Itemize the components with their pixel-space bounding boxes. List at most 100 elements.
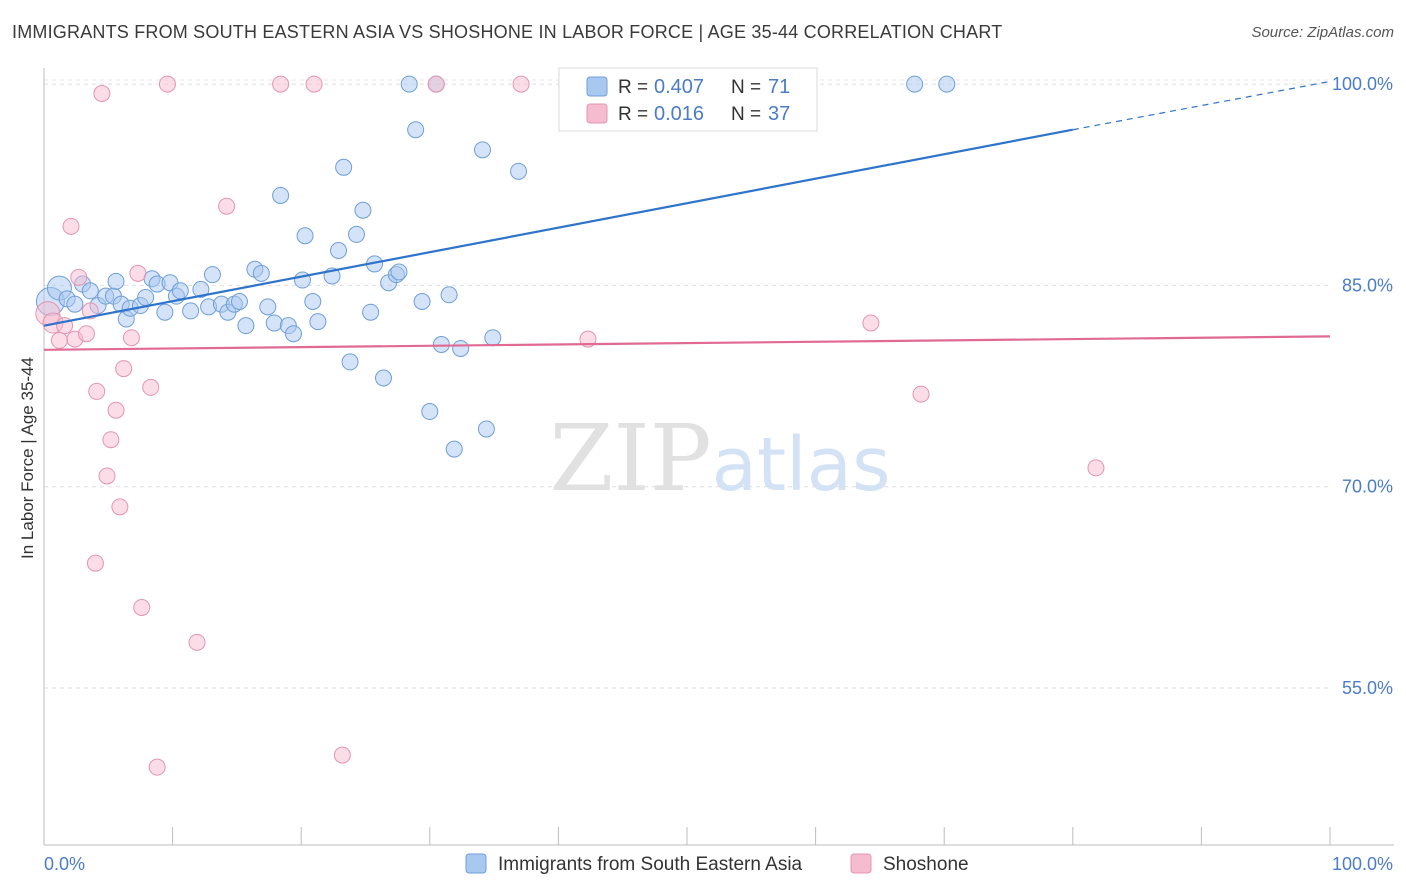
data-point [421,403,439,421]
data-point [62,217,80,235]
data-point [333,746,351,764]
data-point [102,431,120,449]
watermark-zip: ZIP [550,405,712,512]
legend-n-label: N = [731,104,761,125]
data-point [252,264,270,282]
watermark-atlas: atlas [712,422,891,508]
series-legend-swatch [850,853,872,874]
data-point [81,302,99,320]
data-point [107,401,125,419]
data-point [296,227,314,245]
data-point [142,378,160,396]
data-point [107,272,125,290]
series-blue-points [35,75,956,458]
data-point [390,263,408,281]
data-point [335,158,353,176]
data-point [98,467,116,485]
series-legend: Immigrants from South Eastern Asia Shosho… [465,853,969,875]
data-point [259,298,277,316]
data-point [111,498,129,516]
data-point [70,268,88,286]
legend-n-value: 37 [768,103,790,125]
data-point [1087,459,1105,477]
x-tick-label: 0.0% [44,854,85,874]
data-point [237,317,255,335]
data-point [272,186,290,204]
series-legend-label: Immigrants from South Eastern Asia [498,854,803,875]
data-point [115,360,133,378]
data-point [188,633,206,651]
data-point [862,314,880,332]
data-point [477,420,495,438]
data-point [182,302,200,320]
data-point [354,201,372,219]
y-tick-label: 100.0% [1332,74,1393,94]
data-point [272,75,290,93]
data-point [445,440,463,458]
data-point [77,325,95,343]
data-point [66,295,84,313]
data-point [129,264,147,282]
data-point [230,293,248,311]
data-point [347,225,365,243]
legend-n-value: 71 [768,76,790,98]
data-point [218,197,236,215]
data-point [427,75,445,93]
watermark: ZIPatlas [550,405,891,512]
data-point [265,314,283,332]
data-point [192,280,210,298]
series-legend-label: Shoshone [883,854,969,875]
data-point [133,598,151,616]
legend-r-value: 0.016 [654,103,704,125]
trend-line-extension [1072,80,1331,131]
legend-r-value: 0.407 [654,76,704,98]
data-point [512,75,530,93]
data-point [148,758,166,776]
data-point [407,121,425,139]
data-point [362,303,380,321]
series-pink-points [35,75,1105,776]
data-point [122,329,140,347]
data-point [88,382,106,400]
trend-line [43,335,1331,351]
series-legend-swatch [465,853,487,874]
data-point [156,303,174,321]
chart-source: Source: ZipAtlas.com [1251,24,1394,41]
data-point [309,313,327,331]
data-point [203,266,221,284]
data-point [474,141,492,159]
data-point [329,242,347,260]
data-point [171,282,189,300]
data-point [400,75,418,93]
x-tick-label: 100.0% [1332,854,1393,874]
data-point [440,286,458,304]
data-point [304,293,322,311]
trend-line [43,128,1074,327]
data-point [158,75,176,93]
data-point [484,329,502,347]
data-point [86,554,104,572]
data-point [375,369,393,387]
chart-title: IMMIGRANTS FROM SOUTH EASTERN ASIA VS SH… [12,22,1003,42]
legend-swatch [586,103,608,124]
legend-swatch [586,76,608,97]
data-point [284,325,302,343]
data-point [413,293,431,311]
data-point [432,335,450,353]
data-point [938,75,956,93]
data-point [93,84,111,102]
legend-r-label: R = [618,104,648,125]
data-point [510,162,528,180]
legend-r-label: R = [618,77,648,98]
data-point [81,282,99,300]
data-point [341,353,359,371]
data-point [912,385,930,403]
y-tick-label: 55.0% [1342,678,1393,698]
data-point [452,339,470,357]
stats-legend: R = 0.407 N = 71 R = 0.016 N = 37 [558,67,818,132]
data-point [137,288,155,306]
data-point [50,331,68,349]
y-tick-label: 85.0% [1342,275,1393,295]
